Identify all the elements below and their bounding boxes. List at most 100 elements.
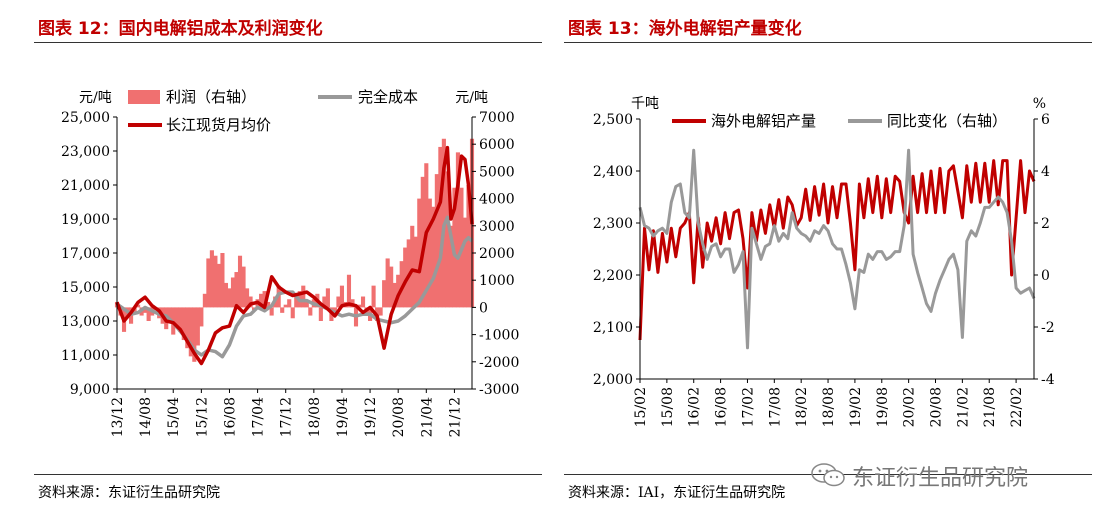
profit-bar xyxy=(167,307,172,321)
right-tick-label: -1000 xyxy=(479,328,519,344)
right-tick-label: 6 xyxy=(1041,112,1050,128)
right-tick-label: -2000 xyxy=(479,355,519,371)
left-tick-label: 2,500 xyxy=(593,112,633,128)
left-tick-label: 25,000 xyxy=(61,110,110,126)
chart-1-plot: 25,000 23,000 21,000 19,000 17,000 15,000 13,0… xyxy=(61,88,519,437)
right-tick-label: 6000 xyxy=(479,137,515,153)
profit-bar xyxy=(283,304,288,308)
profit-bar xyxy=(269,307,274,316)
left-tick-label: 19,000 xyxy=(61,212,110,228)
profit-bar xyxy=(227,288,232,308)
profit-bar xyxy=(396,274,401,308)
profit-bar xyxy=(185,307,190,349)
profit-area-series xyxy=(114,138,475,362)
x-tick-label: 16/02 xyxy=(687,387,703,427)
x-tick-label: 17/02 xyxy=(740,387,756,427)
chart-panel-overseas-production: 图表 13：海外电解铝产量变化 2,500 2,400 2,300 2,200 2,10… xyxy=(556,0,1113,521)
line-series-group xyxy=(638,148,1036,350)
profit-bar xyxy=(266,301,271,308)
profit-bar xyxy=(304,301,309,308)
left-tick-label: 23,000 xyxy=(61,144,110,160)
right-tick-label: 2000 xyxy=(479,246,515,262)
chart-panel-domestic-cost-profit: 图表 12：国内电解铝成本及利润变化 25,000 23,000 21,000 19,… xyxy=(0,0,556,521)
x-tick-label: 19/08 xyxy=(875,387,891,427)
profit-bar xyxy=(434,174,439,308)
left-tick-label: 9,000 xyxy=(70,382,110,398)
profit-bar xyxy=(220,253,225,308)
axes: 2,500 2,400 2,300 2,200 2,100 2,000 6 4 2 0 -2 -4 15… xyxy=(593,96,1055,427)
right-axis-unit: 元/吨 xyxy=(455,90,488,106)
x-tick-label: 21/02 xyxy=(955,387,971,427)
line-series-group xyxy=(115,145,474,366)
legend-volume-label: 海外电解铝产量 xyxy=(711,112,816,130)
price-line-series xyxy=(115,145,474,366)
profit-bar xyxy=(234,272,239,308)
x-tick-label: 17/08 xyxy=(767,387,783,427)
profit-bar xyxy=(146,307,151,321)
profit-bar xyxy=(294,296,299,308)
right-tick-label: 3000 xyxy=(479,219,515,235)
legend: 海外电解铝产量 同比变化（右轴） xyxy=(672,112,1007,130)
profit-bar xyxy=(178,307,183,332)
x-tick-label: 18/02 xyxy=(794,387,810,427)
profit-bar xyxy=(378,307,383,316)
profit-bar xyxy=(301,285,306,308)
profit-bar xyxy=(360,296,366,308)
x-tick-label: 20/02 xyxy=(902,387,918,427)
x-tick-label: 18/08 xyxy=(307,397,323,437)
profit-bar xyxy=(174,307,179,327)
profit-bar xyxy=(248,296,253,308)
left-tick-label: 2,300 xyxy=(593,216,633,232)
profit-bar xyxy=(336,296,341,308)
axes: 25,000 23,000 21,000 19,000 17,000 15,000 13,0… xyxy=(61,90,519,437)
x-tick-label: 17/12 xyxy=(279,397,295,437)
right-tick-label: 0 xyxy=(1041,268,1050,284)
profit-bar xyxy=(403,247,408,308)
left-tick-label: 2,400 xyxy=(593,164,633,180)
profit-bar xyxy=(216,263,221,308)
profit-bar xyxy=(195,307,200,346)
profit-bar xyxy=(199,307,204,327)
profit-bar xyxy=(382,280,387,308)
watermark-text: 东证衍生品研究院 xyxy=(852,466,1029,491)
profit-bar xyxy=(287,299,292,308)
volume-line-series xyxy=(638,159,1036,341)
profit-bar xyxy=(206,258,211,308)
profit-bar xyxy=(371,285,376,308)
x-tick-label: 21/12 xyxy=(447,397,463,437)
profit-bar xyxy=(241,266,246,308)
x-tick-label: 19/04 xyxy=(335,397,351,437)
profit-bar xyxy=(466,185,471,308)
source-rule xyxy=(34,474,542,475)
profit-bar xyxy=(431,206,436,308)
right-tick-label: 4 xyxy=(1041,164,1050,180)
x-tick-label: 20/08 xyxy=(391,397,407,437)
legend-profit-label: 利润（右轴） xyxy=(166,88,256,106)
profit-bar xyxy=(290,307,295,319)
source-note: 资料来源：IAI，东证衍生品研究院 xyxy=(568,485,786,501)
chart-2-plot: 2,500 2,400 2,300 2,200 2,100 2,000 6 4 2 0 -2 -4 15… xyxy=(593,96,1055,427)
x-tick-label: 17/04 xyxy=(251,397,267,437)
profit-bar xyxy=(389,266,394,308)
profit-bar xyxy=(462,217,468,308)
profit-bar xyxy=(230,277,236,308)
x-tick-label: 21/04 xyxy=(419,397,435,437)
right-tick-label: 0 xyxy=(479,300,488,316)
profit-bar xyxy=(259,293,264,308)
left-axis-unit: 千吨 xyxy=(631,96,659,112)
profit-bar xyxy=(136,304,141,308)
profit-bar xyxy=(427,198,432,308)
profit-bar xyxy=(455,152,460,308)
profit-bar xyxy=(445,171,450,308)
profit-bar xyxy=(308,307,313,316)
profit-bar xyxy=(438,146,443,308)
source-note: 资料来源：东证衍生品研究院 xyxy=(38,485,220,501)
x-tick-label: 15/12 xyxy=(194,397,210,437)
x-tick-label: 15/04 xyxy=(166,397,182,437)
profit-bar xyxy=(280,307,285,313)
profit-bar xyxy=(181,307,186,341)
profit-bar xyxy=(192,307,197,362)
profit-bar xyxy=(322,296,327,308)
profit-bar xyxy=(262,291,267,308)
profit-bar xyxy=(143,307,148,313)
